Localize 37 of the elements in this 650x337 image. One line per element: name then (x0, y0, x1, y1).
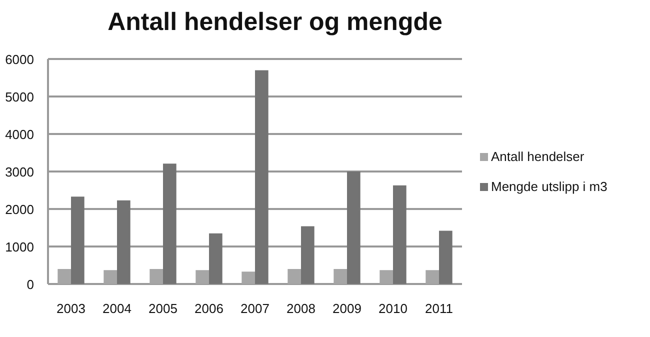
bar (117, 200, 130, 284)
y-tick-label: 2000 (5, 202, 34, 217)
legend-label: Mengde utslipp i m3 (491, 179, 608, 194)
legend-label: Antall hendelser (491, 149, 585, 164)
x-tick-label: 2009 (332, 301, 362, 316)
y-tick-label: 1000 (5, 240, 34, 254)
bar (380, 270, 393, 284)
bar (347, 172, 360, 284)
bar (163, 164, 176, 284)
x-tick-label: 2005 (148, 301, 178, 316)
x-tick-label: 2004 (102, 301, 132, 316)
y-tick-label: 3000 (5, 164, 34, 180)
bar (426, 270, 439, 284)
bar (58, 269, 71, 284)
bar (393, 185, 406, 284)
y-tick-label: 4000 (5, 127, 34, 142)
x-tick-label: 2003 (56, 301, 86, 316)
x-tick-label: 2011 (425, 301, 453, 316)
bar (334, 269, 347, 284)
bar (255, 70, 268, 284)
bar (439, 230, 452, 284)
bar (209, 233, 222, 284)
y-tick-label: 6000 (5, 52, 34, 67)
bar (150, 269, 163, 284)
x-tick-label: 2008 (286, 301, 316, 316)
x-tick-label: 2006 (194, 301, 224, 316)
x-tick-label: 2010 (378, 301, 408, 316)
bar (301, 226, 314, 284)
bar (104, 270, 117, 284)
x-tick-label: 2007 (240, 301, 270, 316)
chart-title: Antall hendelser og mengde (108, 8, 442, 36)
y-tick-label: 5000 (5, 90, 34, 104)
bar (288, 269, 301, 284)
y-tick-label: 0 (26, 277, 34, 292)
bar (242, 272, 255, 284)
bar (196, 270, 209, 284)
bar (71, 196, 84, 284)
